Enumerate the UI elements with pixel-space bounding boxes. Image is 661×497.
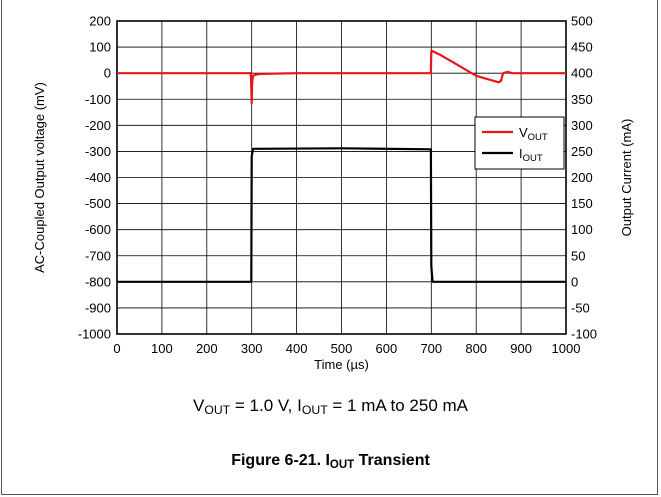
condition-i-value: = 1 mA to 250 mA — [327, 396, 468, 415]
caption-suffix: Transient — [354, 452, 430, 469]
x-tick-label: 0 — [113, 341, 120, 356]
y2-tick-label: -100 — [571, 327, 597, 342]
caption-prefix: Figure 6-21. I — [231, 452, 330, 469]
x-tick-label: 1000 — [552, 341, 581, 356]
condition-v-value: = 1.0 V, I — [230, 396, 302, 415]
legend: VOUT IOUT — [474, 116, 565, 170]
series-line-iout — [117, 147, 566, 283]
plot-border — [116, 20, 567, 335]
y-tick-label: 0 — [104, 66, 111, 81]
y2-tick-label: 400 — [571, 66, 593, 81]
x-tick-label: 800 — [465, 341, 487, 356]
y2-tick-label: 250 — [571, 144, 593, 159]
y2-tick-label: 100 — [571, 222, 593, 237]
y2-tick-label: 450 — [571, 40, 593, 55]
y-tick-label: -800 — [85, 274, 111, 289]
y2-axis-label: Output Current (mA) — [619, 119, 634, 237]
legend-label-vout: VOUT — [519, 125, 548, 143]
y2-tick-label: -50 — [571, 300, 590, 315]
x-tick-label: 200 — [196, 341, 218, 356]
y2-tick-label: 0 — [571, 274, 578, 289]
y2-tick-label: 150 — [571, 196, 593, 211]
iout-transient-chart: 0 100 200 300 400 500 600 700 800 900 1000 2001000… — [32, 14, 634, 373]
y-tick-label: -200 — [85, 118, 111, 133]
y-axis-label: AC-Coupled Output voltage (mV) — [32, 82, 47, 273]
y2-tick-label: 50 — [571, 248, 585, 263]
y2-tick-label: 200 — [571, 170, 593, 185]
y-tick-label: -500 — [85, 196, 111, 211]
legend-label-iout: IOUT — [519, 146, 543, 164]
y-tick-label: -900 — [85, 300, 111, 315]
y-tick-labels: 200 100 0 -100 -200 -300 -400 -500 -600 -700 -800 -… — [78, 14, 111, 342]
y-tick-label: -700 — [85, 248, 111, 263]
x-tick-label: 600 — [376, 341, 398, 356]
x-tick-label: 400 — [286, 341, 308, 356]
condition-i-subscript: OUT — [301, 403, 328, 418]
series-lines — [117, 49, 566, 283]
figure-caption: Figure 6-21. IOUT Transient — [0, 452, 661, 471]
x-axis-label: Time (µs) — [314, 357, 369, 372]
y-tick-label: 200 — [89, 14, 111, 29]
y2-tick-label: 300 — [571, 118, 593, 133]
chart-grid — [116, 20, 567, 335]
condition-v-subscript: OUT — [204, 403, 231, 418]
y-tick-label: 100 — [89, 40, 111, 55]
x-tick-label: 700 — [420, 341, 442, 356]
legend-box — [474, 116, 565, 170]
condition-v-label: V — [192, 396, 205, 415]
x-tick-label: 300 — [241, 341, 263, 356]
series-line-vout — [117, 49, 566, 105]
x-tick-label: 100 — [151, 341, 173, 356]
caption-subscript: OUT — [329, 458, 355, 471]
y-tick-label: -600 — [85, 222, 111, 237]
test-conditions: VOUT = 1.0 V, IOUT = 1 mA to 250 mA — [0, 396, 661, 417]
x-tick-labels: 0 100 200 300 400 500 600 700 800 900 1000 — [113, 341, 580, 356]
y2-tick-label: 500 — [571, 14, 593, 29]
y-tick-label: -1000 — [78, 327, 111, 342]
y-tick-label: -300 — [85, 144, 111, 159]
x-tick-label: 500 — [331, 341, 353, 356]
y2-tick-label: 350 — [571, 92, 593, 107]
y-tick-label: -100 — [85, 92, 111, 107]
x-tick-label: 900 — [510, 341, 532, 356]
y-tick-label: -400 — [85, 170, 111, 185]
